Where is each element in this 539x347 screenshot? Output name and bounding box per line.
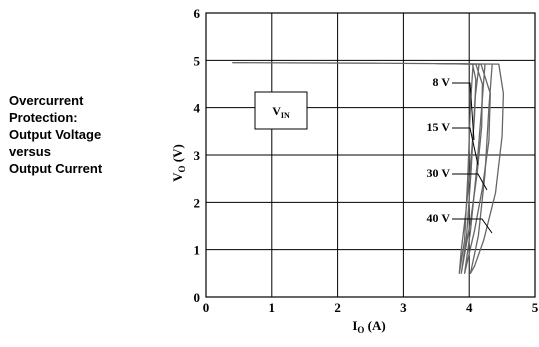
y-tick-label: 4 [194,101,201,116]
x-tick-label: 0 [203,300,210,315]
y-tick-label: 6 [194,6,201,21]
caption-line-4: versus [9,144,51,159]
annotation-leader [452,218,493,234]
series-line-40v [442,62,505,274]
axes [205,12,536,298]
annotation-label: 40 V [427,211,451,225]
chart-caption: Overcurrent Protection: Output Voltage v… [9,92,159,177]
y-axis-label: VO (V) [170,144,187,182]
annotation-leader [452,173,488,191]
annotation-leader [452,82,475,141]
caption-line-5: Output Current [9,161,103,176]
series-line-15v [436,62,484,274]
caption-line-1: Overcurrent [9,93,84,108]
series-line-30v [442,62,491,274]
series-annotations: 8 V 15 V 30 V 40 V [427,75,493,234]
y-tick-label: 3 [194,148,201,163]
caption-line-3: Output Voltage [9,127,102,142]
y-tick-label: 5 [194,53,201,68]
caption-line-2: Protection: [9,110,78,125]
annotation-label: 15 V [427,120,451,134]
vin-legend-box: VIN [254,91,308,130]
y-tick-label: 2 [194,195,201,210]
annotation-label: 8 V [433,75,451,89]
x-tick-label: 2 [334,300,341,315]
x-axis-label: IO (A) [352,318,385,335]
annotation-label: 30 V [427,166,451,180]
x-tick-label: 4 [466,300,473,315]
vin-label: VIN [272,104,290,120]
annotation-leader [452,127,479,166]
x-tick-label: 3 [400,300,407,315]
tick-labels: 0 1 2 3 4 5 0 1 2 3 4 5 6 [194,6,539,315]
y-tick-label: 0 [194,290,201,305]
x-tick-label: 5 [532,300,539,315]
voltage-curves [232,62,505,274]
plot-frame [205,12,536,298]
x-tick-label: 1 [269,300,276,315]
y-tick-label: 1 [194,243,201,258]
